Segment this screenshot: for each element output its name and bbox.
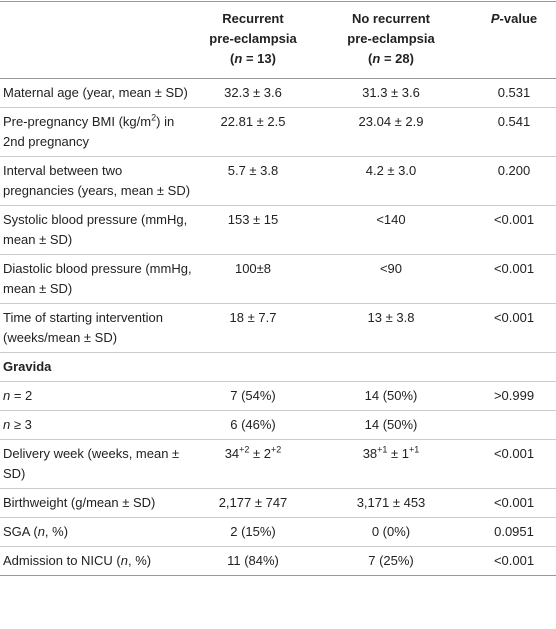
text-run: n	[372, 51, 381, 66]
section-cell: Gravida	[0, 352, 556, 382]
table-cell: 18 ± 7.7	[196, 303, 310, 353]
table-cell: 0 (0%)	[310, 517, 472, 547]
text-run: 38	[362, 446, 378, 461]
table-cell: 153 ± 15	[196, 205, 310, 255]
table-cell	[472, 410, 556, 440]
row-label: Delivery week (weeks, mean ± SD)	[0, 439, 196, 489]
table-row: Systolic blood pressure (mmHg, mean ± SD…	[0, 205, 556, 255]
row-label: Interval between two pregnancies (years,…	[0, 156, 196, 206]
table-cell: 31.3 ± 3.6	[310, 78, 472, 108]
table-cell: >0.999	[472, 381, 556, 411]
text-run: = 2	[10, 388, 33, 403]
text-run: No recurrent pre-eclampsia (	[347, 11, 435, 66]
table-cell: 13 ± 3.8	[310, 303, 472, 353]
table-row: Interval between two pregnancies (years,…	[0, 156, 556, 206]
text-run: n	[3, 388, 11, 403]
table-row: Maternal age (year, mean ± SD) 32.3 ± 3.6…	[0, 78, 556, 108]
table-row: Time of starting intervention (weeks/mea…	[0, 303, 556, 353]
row-label: n ≥ 3	[0, 410, 196, 440]
table-cell: <0.001	[472, 546, 556, 576]
table-cell: 0.200	[472, 156, 556, 206]
table-cell: 0.541	[472, 107, 556, 157]
text-run: , %)	[127, 553, 152, 568]
table-row: Diastolic blood pressure (mmHg, mean ± S…	[0, 254, 556, 304]
header-cell: Recurrent pre-eclampsia (n = 13)	[196, 1, 310, 79]
table-cell: 7 (25%)	[310, 546, 472, 576]
row-label: Time of starting intervention (weeks/mea…	[0, 303, 196, 353]
table-cell: 2,177 ± 747	[196, 488, 310, 518]
table-cell: 11 (84%)	[196, 546, 310, 576]
header-row: Recurrent pre-eclampsia (n = 13) No recur…	[0, 1, 556, 79]
table-row: Pre-pregnancy BMI (kg/m2) in 2nd pregnan…	[0, 107, 556, 157]
text-run: +1	[377, 444, 388, 455]
text-run: ≥ 3	[10, 417, 32, 432]
table-cell: 14 (50%)	[310, 410, 472, 440]
row-label: Maternal age (year, mean ± SD)	[0, 78, 196, 108]
text-run: = 13)	[242, 51, 276, 66]
table-cell: <90	[310, 254, 472, 304]
row-label: SGA (n, %)	[0, 517, 196, 547]
table-cell: 32.3 ± 3.6	[196, 78, 310, 108]
table-cell: 38+1 ± 1+1	[310, 439, 472, 489]
text-run: SGA (	[3, 524, 38, 539]
text-run: Pre-pregnancy BMI (kg/m	[3, 114, 152, 129]
table-cell: 34+2 ± 2+2	[196, 439, 310, 489]
row-label: Pre-pregnancy BMI (kg/m2) in 2nd pregnan…	[0, 107, 196, 157]
row-label: Systolic blood pressure (mmHg, mean ± SD…	[0, 205, 196, 255]
table-cell: <0.001	[472, 254, 556, 304]
table-row: Gravida	[0, 352, 556, 382]
header-cell: P-value	[472, 1, 556, 79]
row-label: n = 2	[0, 381, 196, 411]
row-label: Birthweight (g/mean ± SD)	[0, 488, 196, 518]
table-cell: 22.81 ± 2.5	[196, 107, 310, 157]
text-run: n	[37, 524, 45, 539]
data-table: Recurrent pre-eclampsia (n = 13) No recur…	[0, 1, 556, 576]
table-cell: 4.2 ± 3.0	[310, 156, 472, 206]
text-run: P	[490, 11, 500, 26]
table-cell: 2 (15%)	[196, 517, 310, 547]
text-run: Admission to NICU (	[3, 553, 121, 568]
table-cell: 6 (46%)	[196, 410, 310, 440]
table-cell: 7 (54%)	[196, 381, 310, 411]
text-run: +2	[239, 444, 250, 455]
table-cell: <0.001	[472, 488, 556, 518]
table-cell: 14 (50%)	[310, 381, 472, 411]
text-run: +1	[409, 444, 420, 455]
text-run: = 28)	[380, 51, 414, 66]
table-cell: 100±8	[196, 254, 310, 304]
table-cell: <0.001	[472, 303, 556, 353]
text-run: , %)	[44, 524, 69, 539]
header-cell	[0, 1, 196, 79]
text-run: 34	[224, 446, 240, 461]
table-cell: <0.001	[472, 205, 556, 255]
text-run: Recurrent pre-eclampsia (	[209, 11, 297, 66]
table-row: SGA (n, %) 2 (15%) 0 (0%) 0.0951	[0, 517, 556, 547]
text-run: ) in 2nd pregnancy	[3, 114, 175, 149]
text-run: n	[120, 553, 128, 568]
table-cell: 23.04 ± 2.9	[310, 107, 472, 157]
table-cell: 0.531	[472, 78, 556, 108]
table-cell: <0.001	[472, 439, 556, 489]
text-run: n	[3, 417, 11, 432]
header-cell: No recurrent pre-eclampsia (n = 28)	[310, 1, 472, 79]
table-row: Admission to NICU (n, %) 11 (84%) 7 (25%) <…	[0, 546, 556, 576]
table-cell: <140	[310, 205, 472, 255]
row-label: Admission to NICU (n, %)	[0, 546, 196, 576]
table-body: Maternal age (year, mean ± SD) 32.3 ± 3.6…	[0, 78, 556, 576]
table-row: Delivery week (weeks, mean ± SD) 34+2 ± 2…	[0, 439, 556, 489]
row-label: Diastolic blood pressure (mmHg, mean ± S…	[0, 254, 196, 304]
table-row: Birthweight (g/mean ± SD) 2,177 ± 747 3,17…	[0, 488, 556, 518]
text-run: ± 1	[387, 446, 410, 461]
table-cell: 3,171 ± 453	[310, 488, 472, 518]
text-run: -value	[499, 11, 538, 26]
text-run: n	[234, 51, 243, 66]
text-run: +2	[271, 444, 282, 455]
text-run: 2	[151, 112, 157, 123]
table-cell: 5.7 ± 3.8	[196, 156, 310, 206]
text-run: ± 2	[249, 446, 272, 461]
table-cell: 0.0951	[472, 517, 556, 547]
